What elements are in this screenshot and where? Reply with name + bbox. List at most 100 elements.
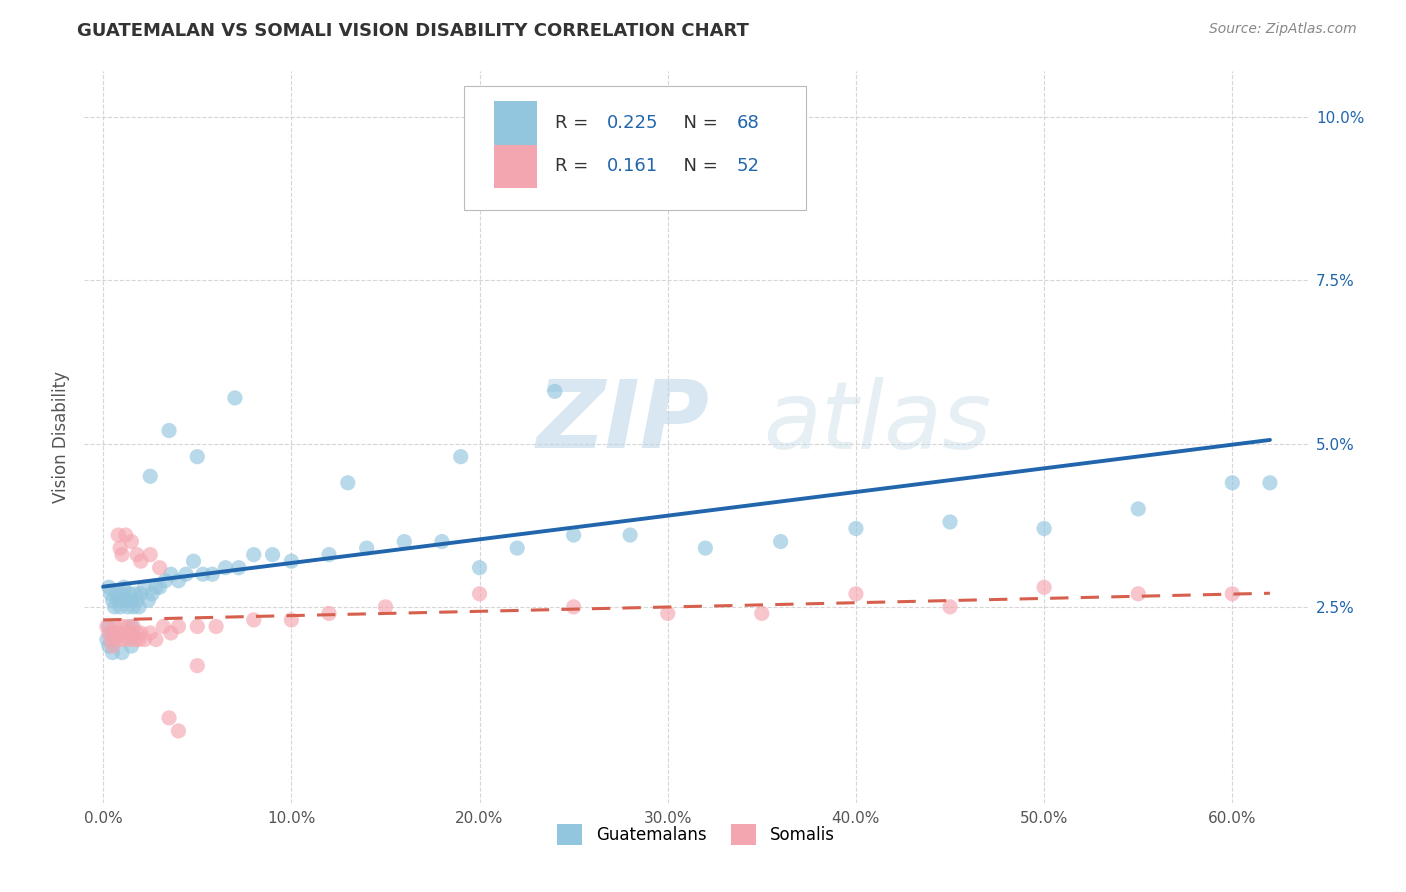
Point xyxy=(939,599,962,614)
Point xyxy=(167,574,190,588)
Point xyxy=(138,593,160,607)
Point xyxy=(114,626,136,640)
Point xyxy=(205,619,228,633)
Point xyxy=(100,632,122,647)
Point xyxy=(186,450,208,464)
Point xyxy=(145,580,167,594)
Point xyxy=(262,548,284,562)
Point xyxy=(129,626,152,640)
Text: 0.225: 0.225 xyxy=(606,113,658,131)
Point xyxy=(1258,475,1281,490)
Point xyxy=(107,626,129,640)
Point xyxy=(939,515,962,529)
Point xyxy=(160,567,183,582)
Point xyxy=(450,450,472,464)
Point xyxy=(845,587,868,601)
Point xyxy=(97,580,120,594)
Point xyxy=(619,528,641,542)
Point xyxy=(1033,521,1056,535)
Point xyxy=(103,599,125,614)
Text: R =: R = xyxy=(555,113,595,131)
Point xyxy=(201,567,224,582)
Point xyxy=(157,711,180,725)
Point xyxy=(769,534,792,549)
Point xyxy=(430,534,453,549)
Point xyxy=(124,632,146,647)
Point xyxy=(1220,475,1243,490)
Point xyxy=(183,554,205,568)
Point xyxy=(96,632,118,647)
Point xyxy=(122,619,145,633)
Point xyxy=(114,593,136,607)
Point xyxy=(224,391,246,405)
Point xyxy=(374,599,396,614)
Point xyxy=(214,560,236,574)
Point xyxy=(186,619,208,633)
Point xyxy=(129,554,152,568)
Point xyxy=(468,560,491,574)
Point xyxy=(657,607,679,621)
Point xyxy=(336,475,359,490)
Point xyxy=(125,593,148,607)
Point xyxy=(100,626,122,640)
Point xyxy=(167,619,190,633)
Point xyxy=(155,574,177,588)
Point xyxy=(134,632,156,647)
Point xyxy=(562,528,585,542)
Point xyxy=(242,548,264,562)
Point xyxy=(122,599,145,614)
Text: 68: 68 xyxy=(737,113,759,131)
Text: ZIP: ZIP xyxy=(537,376,710,468)
Y-axis label: Vision Disability: Vision Disability xyxy=(52,371,70,503)
Point xyxy=(562,599,585,614)
Point xyxy=(107,593,129,607)
Point xyxy=(845,521,868,535)
Point xyxy=(114,528,136,542)
Point xyxy=(152,619,174,633)
Point xyxy=(108,541,131,555)
Point xyxy=(107,632,129,647)
Point xyxy=(103,619,125,633)
Point xyxy=(356,541,378,555)
Point xyxy=(695,541,717,555)
Point xyxy=(105,626,128,640)
Point xyxy=(125,626,148,640)
Point xyxy=(128,632,150,647)
Point xyxy=(141,587,163,601)
Point xyxy=(139,548,162,562)
Point xyxy=(125,548,148,562)
Point xyxy=(1128,587,1150,601)
Text: 52: 52 xyxy=(737,158,759,176)
Point xyxy=(157,424,180,438)
Point xyxy=(167,723,190,738)
Point xyxy=(111,646,134,660)
Point xyxy=(394,534,416,549)
Point xyxy=(111,548,134,562)
Point xyxy=(120,626,142,640)
Point xyxy=(139,469,162,483)
Point xyxy=(100,587,122,601)
Point xyxy=(318,548,340,562)
Point xyxy=(97,639,120,653)
Point xyxy=(108,599,131,614)
Point xyxy=(112,632,135,647)
Point xyxy=(1128,502,1150,516)
Point xyxy=(120,593,142,607)
Point xyxy=(96,619,118,633)
Point xyxy=(228,560,250,574)
Point xyxy=(149,580,172,594)
Text: N =: N = xyxy=(672,113,723,131)
Point xyxy=(101,593,124,607)
FancyBboxPatch shape xyxy=(464,86,806,211)
Point xyxy=(112,580,135,594)
Text: 0.161: 0.161 xyxy=(606,158,658,176)
Point xyxy=(107,528,129,542)
Point xyxy=(280,554,302,568)
Point xyxy=(120,639,142,653)
Point xyxy=(105,587,128,601)
Point xyxy=(242,613,264,627)
Point xyxy=(160,626,183,640)
Point xyxy=(600,143,623,157)
FancyBboxPatch shape xyxy=(494,145,537,188)
Point xyxy=(117,599,139,614)
